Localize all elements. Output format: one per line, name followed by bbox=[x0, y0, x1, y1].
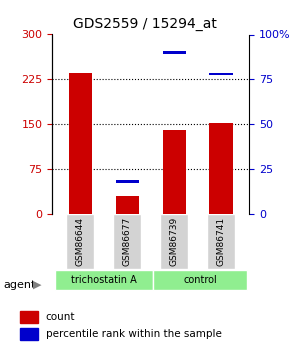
Bar bbox=[116, 180, 139, 183]
Bar bbox=[20, 328, 38, 340]
Bar bbox=[162, 130, 186, 214]
Text: GSM86741: GSM86741 bbox=[217, 217, 226, 266]
Text: agent: agent bbox=[3, 280, 35, 289]
FancyBboxPatch shape bbox=[153, 270, 247, 290]
Bar bbox=[209, 73, 233, 75]
FancyBboxPatch shape bbox=[207, 214, 235, 269]
Bar bbox=[20, 310, 38, 323]
Text: GSM86644: GSM86644 bbox=[76, 217, 85, 266]
FancyBboxPatch shape bbox=[160, 214, 188, 269]
Text: ▶: ▶ bbox=[33, 280, 42, 289]
Text: trichostatin A: trichostatin A bbox=[71, 275, 137, 285]
FancyBboxPatch shape bbox=[113, 214, 142, 269]
Text: count: count bbox=[46, 312, 75, 322]
Bar bbox=[209, 123, 233, 214]
Bar bbox=[69, 73, 92, 214]
Text: GSM86739: GSM86739 bbox=[170, 217, 179, 266]
Bar bbox=[162, 51, 186, 53]
Bar bbox=[116, 196, 139, 214]
FancyBboxPatch shape bbox=[55, 270, 153, 290]
FancyBboxPatch shape bbox=[66, 214, 95, 269]
Text: GSM86677: GSM86677 bbox=[123, 217, 132, 266]
Text: percentile rank within the sample: percentile rank within the sample bbox=[46, 329, 222, 339]
Text: control: control bbox=[183, 275, 217, 285]
Text: GDS2559 / 15294_at: GDS2559 / 15294_at bbox=[73, 17, 217, 31]
